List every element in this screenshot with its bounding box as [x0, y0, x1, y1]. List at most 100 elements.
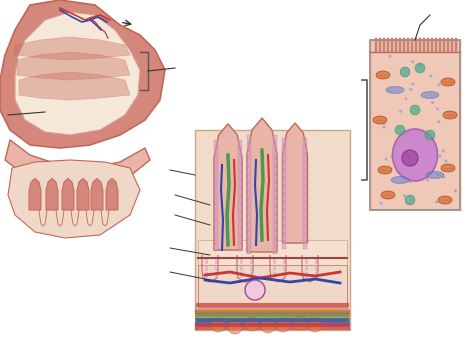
Bar: [303, 202, 308, 209]
Circle shape: [383, 71, 386, 74]
Circle shape: [403, 194, 406, 197]
Bar: [250, 265, 253, 271]
Circle shape: [435, 201, 438, 204]
Bar: [198, 240, 347, 305]
Bar: [214, 212, 218, 219]
Ellipse shape: [421, 91, 439, 99]
Bar: [195, 130, 350, 330]
Circle shape: [391, 155, 394, 158]
Bar: [305, 258, 308, 264]
Bar: [403, 38, 405, 52]
Bar: [303, 234, 308, 241]
Bar: [315, 272, 318, 278]
Circle shape: [261, 319, 275, 333]
Bar: [415, 38, 418, 52]
Ellipse shape: [441, 78, 455, 86]
Circle shape: [431, 101, 434, 104]
Bar: [238, 148, 242, 155]
Circle shape: [245, 280, 265, 300]
Bar: [451, 38, 454, 52]
Bar: [214, 220, 218, 227]
Circle shape: [436, 107, 439, 110]
Bar: [303, 242, 308, 249]
Bar: [238, 164, 242, 171]
Bar: [439, 38, 441, 52]
Bar: [407, 38, 410, 52]
Ellipse shape: [376, 71, 390, 79]
Bar: [411, 38, 413, 52]
Bar: [214, 228, 218, 235]
Ellipse shape: [441, 164, 455, 172]
Polygon shape: [15, 12, 140, 135]
Ellipse shape: [443, 111, 457, 119]
Bar: [247, 135, 251, 142]
Bar: [283, 265, 286, 271]
Bar: [273, 183, 277, 190]
Bar: [214, 244, 218, 251]
Circle shape: [293, 316, 307, 330]
Circle shape: [383, 126, 385, 129]
Bar: [273, 175, 277, 182]
Bar: [375, 38, 377, 52]
Bar: [395, 38, 398, 52]
Bar: [273, 135, 277, 142]
Bar: [214, 188, 218, 195]
Circle shape: [442, 150, 445, 153]
Bar: [273, 199, 277, 206]
Bar: [303, 154, 308, 161]
Circle shape: [442, 176, 445, 179]
Bar: [238, 220, 242, 227]
Bar: [303, 218, 308, 225]
Polygon shape: [106, 178, 118, 210]
Bar: [195, 322, 350, 325]
Bar: [283, 154, 286, 161]
Bar: [238, 212, 242, 219]
Bar: [303, 162, 308, 169]
Bar: [283, 202, 286, 209]
Bar: [370, 40, 460, 210]
Ellipse shape: [381, 191, 395, 199]
Bar: [214, 172, 218, 179]
Bar: [303, 178, 308, 185]
Bar: [238, 204, 242, 211]
Bar: [273, 159, 277, 166]
Polygon shape: [5, 140, 150, 188]
Bar: [303, 146, 308, 153]
Polygon shape: [17, 52, 130, 80]
Bar: [283, 162, 286, 169]
Bar: [303, 186, 308, 193]
Bar: [238, 140, 242, 147]
Bar: [240, 272, 243, 278]
Bar: [273, 167, 277, 174]
Bar: [283, 194, 286, 201]
Polygon shape: [46, 178, 58, 210]
Bar: [247, 239, 251, 246]
Circle shape: [405, 195, 415, 205]
Bar: [431, 38, 434, 52]
Circle shape: [404, 97, 408, 100]
Bar: [283, 170, 286, 177]
Bar: [273, 258, 276, 264]
Ellipse shape: [386, 86, 404, 94]
Bar: [238, 228, 242, 235]
Bar: [195, 314, 350, 318]
Bar: [273, 151, 277, 158]
Bar: [250, 258, 253, 264]
Bar: [247, 167, 251, 174]
Bar: [283, 226, 286, 233]
Bar: [273, 223, 277, 230]
Bar: [214, 156, 218, 163]
Bar: [195, 310, 350, 313]
Bar: [273, 231, 277, 238]
Polygon shape: [214, 124, 242, 250]
Circle shape: [438, 155, 441, 157]
Bar: [205, 258, 208, 264]
Circle shape: [383, 122, 385, 125]
Circle shape: [276, 318, 290, 332]
Circle shape: [411, 82, 414, 85]
Polygon shape: [247, 118, 277, 252]
Bar: [283, 272, 286, 278]
Bar: [305, 272, 308, 278]
Bar: [247, 247, 251, 254]
Bar: [387, 38, 390, 52]
